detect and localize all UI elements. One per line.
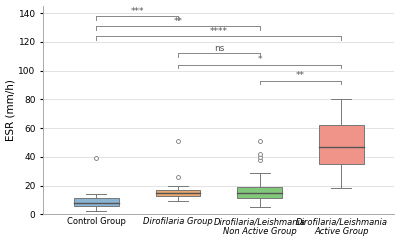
Bar	[74, 198, 119, 206]
Text: ns: ns	[214, 44, 224, 53]
Text: **: **	[174, 17, 182, 26]
Bar	[237, 187, 282, 198]
Y-axis label: ESR (mm/h): ESR (mm/h)	[6, 79, 16, 141]
Bar	[319, 125, 364, 164]
Text: **: **	[296, 71, 305, 80]
Text: *: *	[258, 55, 262, 64]
Text: ****: ****	[210, 27, 228, 36]
Bar	[156, 190, 200, 196]
Text: ***: ***	[130, 7, 144, 15]
